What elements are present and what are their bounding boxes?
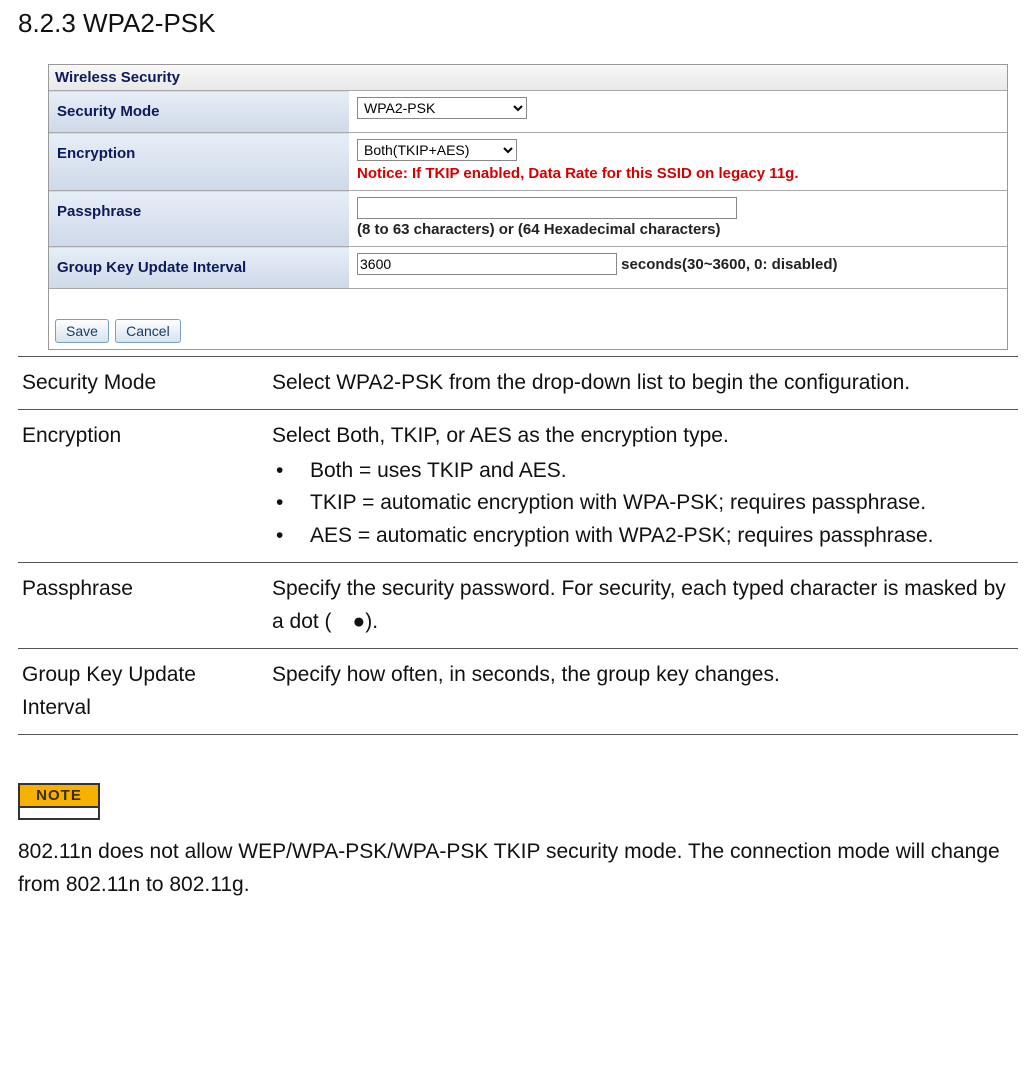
desc-row-passphrase: Passphrase Specify the security password… [18, 563, 1018, 649]
desc-encryption-list: Both = uses TKIP and AES. TKIP = automat… [272, 455, 1014, 553]
cancel-button[interactable]: Cancel [115, 319, 181, 343]
panel-title: Wireless Security [49, 65, 1007, 91]
desc-text-encryption: Select Both, TKIP, or AES as the encrypt… [268, 410, 1018, 563]
label-encryption: Encryption [49, 133, 349, 191]
row-encryption: Encryption Both(TKIP+AES) Notice: If TKI… [49, 133, 1007, 191]
desc-row-security-mode: Security Mode Select WPA2-PSK from the d… [18, 356, 1018, 410]
label-passphrase: Passphrase [49, 191, 349, 247]
desc-text-passphrase: Specify the security password. For secur… [268, 563, 1018, 649]
section-heading: 8.2.3 WPA2-PSK [0, 0, 1036, 64]
row-group-key: Group Key Update Interval seconds(30~360… [49, 247, 1007, 289]
desc-encryption-intro: Select Both, TKIP, or AES as the encrypt… [272, 424, 729, 447]
encryption-select[interactable]: Both(TKIP+AES) [357, 139, 517, 161]
label-security-mode: Security Mode [49, 91, 349, 133]
list-item: TKIP = automatic encryption with WPA-PSK… [310, 487, 1014, 520]
passphrase-input[interactable] [357, 197, 737, 219]
panel-header-row: Wireless Security [49, 65, 1007, 91]
descriptions-table: Security Mode Select WPA2-PSK from the d… [18, 356, 1018, 736]
group-key-suffix: seconds(30~3600, 0: disabled) [621, 256, 837, 273]
desc-text-security-mode: Select WPA2-PSK from the drop-down list … [268, 356, 1018, 410]
button-row: Save Cancel [49, 315, 1007, 349]
note-badge-label: NOTE [20, 785, 98, 808]
note-badge: NOTE [18, 783, 100, 820]
note-text: 802.11n does not allow WEP/WPA-PSK/WPA-P… [0, 836, 1036, 931]
desc-text-group-key: Specify how often, in seconds, the group… [268, 649, 1018, 735]
row-passphrase: Passphrase (8 to 63 characters) or (64 H… [49, 191, 1007, 247]
row-security-mode: Security Mode WPA2-PSK [49, 91, 1007, 133]
group-key-input[interactable] [357, 253, 617, 275]
wireless-security-panel: Wireless Security Security Mode WPA2-PSK… [48, 64, 1008, 350]
security-mode-select[interactable]: WPA2-PSK [357, 97, 527, 119]
desc-row-group-key: Group Key Update Interval Specify how of… [18, 649, 1018, 735]
label-group-key: Group Key Update Interval [49, 247, 349, 289]
passphrase-hint: (8 to 63 characters) or (64 Hexadecimal … [357, 221, 999, 238]
desc-term-passphrase: Passphrase [18, 563, 268, 649]
note-badge-bottom [20, 808, 98, 818]
desc-term-security-mode: Security Mode [18, 356, 268, 410]
list-item: Both = uses TKIP and AES. [310, 455, 1014, 488]
encryption-notice: Notice: If TKIP enabled, Data Rate for t… [357, 165, 999, 182]
blank-row [49, 289, 1007, 315]
desc-row-encryption: Encryption Select Both, TKIP, or AES as … [18, 410, 1018, 563]
desc-term-encryption: Encryption [18, 410, 268, 563]
save-button[interactable]: Save [55, 319, 109, 343]
desc-term-group-key: Group Key Update Interval [18, 649, 268, 735]
list-item: AES = automatic encryption with WPA2-PSK… [310, 520, 1014, 553]
config-table: Wireless Security Security Mode WPA2-PSK… [49, 65, 1007, 349]
